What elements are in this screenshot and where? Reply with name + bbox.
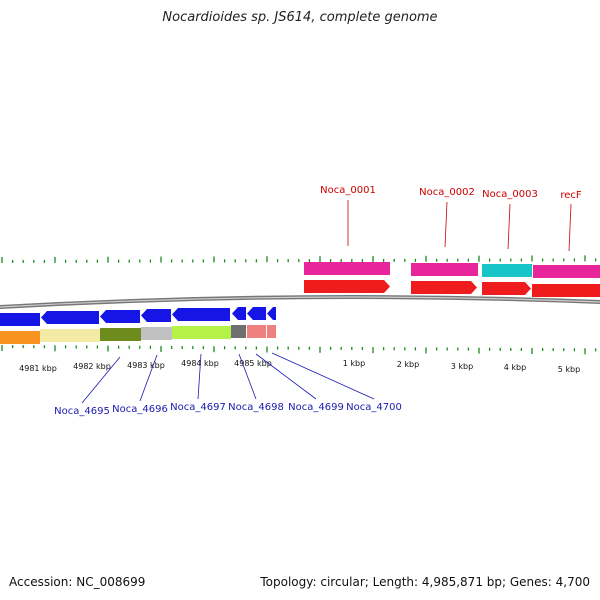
kbp-label: 5 kbp (558, 365, 580, 374)
gene-leader-line (444, 201, 448, 248)
pink-feature-recF[interactable] (533, 265, 600, 278)
lower-tick-track (1, 345, 597, 355)
kbp-label: 4983 kbp (127, 361, 165, 370)
cds-arrow-noca-4698[interactable] (232, 307, 246, 320)
gene-label-reverse[interactable]: Noca_4699 (288, 402, 344, 413)
gene-label-forward[interactable]: Noca_0002 (419, 187, 475, 198)
genome-title: Nocardioides sp. JS614, complete genome (162, 10, 438, 25)
cds-arrow-noca-4696[interactable] (100, 310, 140, 323)
upper-tick-track (1, 255, 597, 263)
gene-label-forward[interactable]: recF (560, 190, 582, 201)
cds-arrow-noca-0003[interactable] (482, 282, 531, 295)
kbp-label: 4982 kbp (73, 362, 111, 371)
kbp-label: 3 kbp (451, 362, 473, 371)
gene-leader-line (255, 353, 317, 400)
gene-label-reverse[interactable]: Noca_4696 (112, 404, 168, 415)
gene-leader-line (81, 356, 121, 404)
gene-leader-line (197, 353, 202, 400)
annot-band-salmon (247, 325, 266, 338)
gene-label-forward[interactable]: Noca_0001 (320, 185, 376, 196)
annot-band-lime (172, 326, 231, 339)
gene-label-forward[interactable]: Noca_0003 (482, 189, 538, 200)
pink-feature-0002[interactable] (411, 263, 478, 276)
annot-band-olive (100, 328, 141, 341)
annot-band-orange (0, 331, 40, 344)
cds-arrow-noca-0001[interactable] (304, 280, 390, 293)
gene-label-reverse[interactable]: Noca_4697 (170, 402, 226, 413)
gene-leader-line (238, 353, 257, 400)
reverse-feature-track (0, 307, 276, 344)
annot-band-cream (40, 329, 100, 342)
pink-feature-0001[interactable] (304, 262, 390, 275)
gene-leader-line (507, 203, 511, 250)
reverse-gene-labels: Noca_4695 Noca_4696 Noca_4697 Noca_4698 Noca… (54, 352, 402, 417)
cds-arrow-noca-4697a[interactable] (141, 309, 171, 322)
genome-summary: Topology: circular; Length: 4,985,871 bp… (260, 575, 590, 589)
kbp-label: 4981 kbp (19, 364, 57, 373)
cds-arrow-noca-4699[interactable] (247, 307, 266, 320)
cds-arrow-noca-4695[interactable] (41, 311, 99, 324)
gene-leader-line (568, 203, 572, 252)
genome-backbone-highlight (0, 296, 600, 308)
forward-feature-track (304, 262, 600, 297)
gene-label-reverse[interactable]: Noca_4698 (228, 402, 284, 413)
gene-leader-line (271, 352, 375, 400)
annot-band-salmon-2 (267, 325, 276, 338)
kbp-label-group: 4981 kbp 4982 kbp 4983 kbp 4984 kbp 4985 kbp… (19, 359, 580, 374)
cds-arrow-recf[interactable] (532, 284, 600, 297)
gene-leader-line (139, 354, 158, 402)
accession-text: Accession: NC_008699 (9, 575, 146, 589)
cds-arrow-noca-4697[interactable] (172, 308, 230, 321)
cyan-feature-0003[interactable] (482, 264, 532, 277)
annot-band-grey (141, 327, 172, 340)
gene-label-reverse[interactable]: Noca_4700 (346, 402, 402, 413)
cds-arrow-reverse-1[interactable] (0, 313, 40, 326)
kbp-label: 1 kbp (343, 359, 365, 368)
gene-label-reverse[interactable]: Noca_4695 (54, 406, 110, 417)
kbp-label: 2 kbp (397, 360, 419, 369)
forward-gene-labels: Noca_0001 Noca_0002 Noca_0003 recF (320, 185, 582, 252)
kbp-label: 4 kbp (504, 363, 526, 372)
annot-band-darkgrey (231, 325, 246, 338)
kbp-label: 4985 kbp (234, 359, 272, 368)
cds-arrow-noca-0002[interactable] (411, 281, 477, 294)
cds-arrow-noca-4700[interactable] (267, 307, 276, 320)
